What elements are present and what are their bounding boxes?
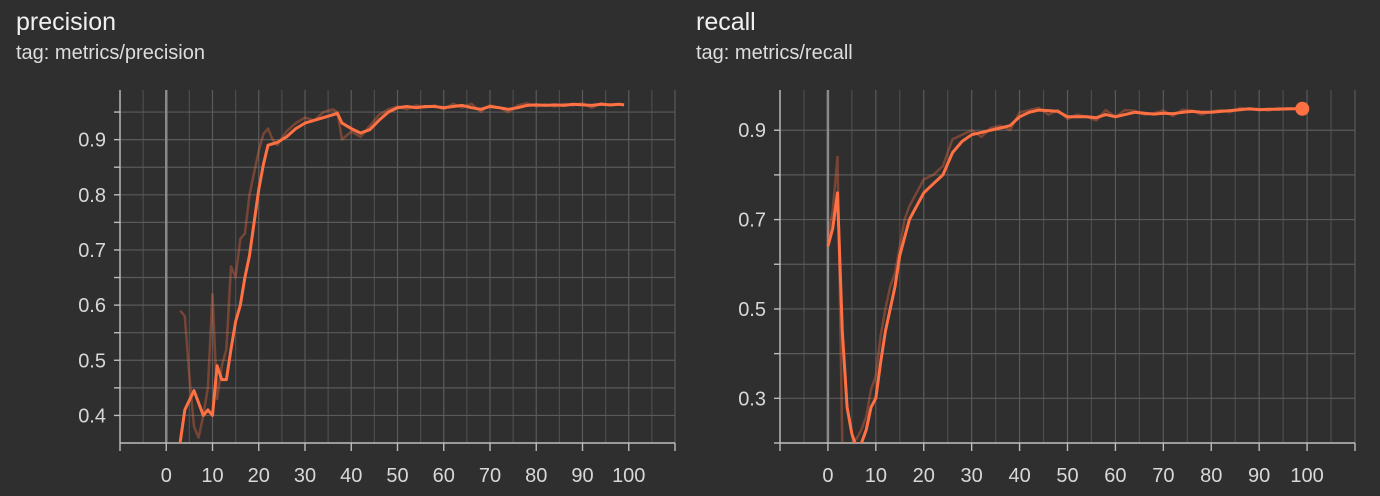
axes: 0 10 20 30 40 50 60 70 80 90 100 0.4 0.5 0.6 0.7 0.8 0.9	[78, 90, 676, 487]
x-tick-label: 10	[865, 465, 887, 487]
y-tick-label: 0.7	[78, 240, 106, 262]
x-tick-label: 70	[1152, 465, 1174, 487]
x-tick-label: 10	[201, 465, 223, 487]
y-tick-label: 0.6	[78, 295, 106, 317]
axes: 0 10 20 30 40 50 60 70 80 90 100 0.3 0.5 0.7 0.9	[738, 90, 1356, 487]
raw-series-line[interactable]	[826, 106, 1303, 448]
x-tick-label: 20	[913, 465, 935, 487]
plot-area	[826, 106, 1303, 448]
x-tick-label: 70	[479, 465, 501, 487]
precision-panel: precision tag: metrics/precision 0 10 20 30…	[0, 0, 680, 496]
x-tick-label: 90	[571, 465, 593, 487]
y-tick-label: 0.7	[738, 210, 766, 232]
x-tick-label: 80	[1200, 465, 1222, 487]
y-tick-label: 0.3	[738, 388, 766, 410]
y-tick-label: 0.8	[78, 185, 106, 207]
x-tick-label: 50	[1056, 465, 1078, 487]
recall-chart[interactable]: 0 10 20 30 40 50 60 70 80 90 100 0.3 0.5 0.7 0.9	[680, 0, 1380, 496]
x-tick-label: 0	[822, 465, 833, 487]
x-tick-label: 60	[1104, 465, 1126, 487]
x-tick-label: 40	[1008, 465, 1030, 487]
chart-title: precision	[16, 8, 117, 36]
plot-area	[178, 101, 625, 443]
smoothed-series-line[interactable]	[826, 107, 1303, 448]
x-tick-label: 30	[961, 465, 983, 487]
chart-title: recall	[696, 8, 756, 36]
x-tick-label: 40	[340, 465, 362, 487]
grid	[119, 90, 676, 443]
x-tick-label: 50	[386, 465, 408, 487]
y-tick-label: 0.5	[738, 299, 766, 321]
x-tick-label: 80	[525, 465, 547, 487]
x-tick-label: 100	[612, 465, 645, 487]
grid	[779, 90, 1356, 444]
last-point-marker[interactable]	[1295, 101, 1310, 116]
recall-panel: recall tag: metrics/recall 0 10 20 30 40 50 60…	[680, 0, 1380, 496]
x-tick-label: 20	[248, 465, 270, 487]
smoothed-series-line[interactable]	[178, 102, 625, 443]
x-tick-label: 90	[1248, 465, 1270, 487]
x-tick-label: 0	[161, 465, 172, 487]
x-tick-label: 60	[433, 465, 455, 487]
precision-chart[interactable]: 0 10 20 30 40 50 60 70 80 90 100 0.4 0.5 0.6 0.7 0.8 0.9	[0, 0, 680, 496]
chart-tag: tag: metrics/recall	[696, 42, 853, 64]
x-tick-label: 100	[1290, 465, 1323, 487]
y-tick-label: 0.9	[78, 130, 106, 152]
y-tick-label: 0.9	[738, 120, 766, 142]
y-tick-label: 0.4	[78, 405, 106, 427]
y-tick-label: 0.5	[78, 350, 106, 372]
x-tick-label: 30	[294, 465, 316, 487]
chart-tag: tag: metrics/precision	[16, 42, 205, 64]
